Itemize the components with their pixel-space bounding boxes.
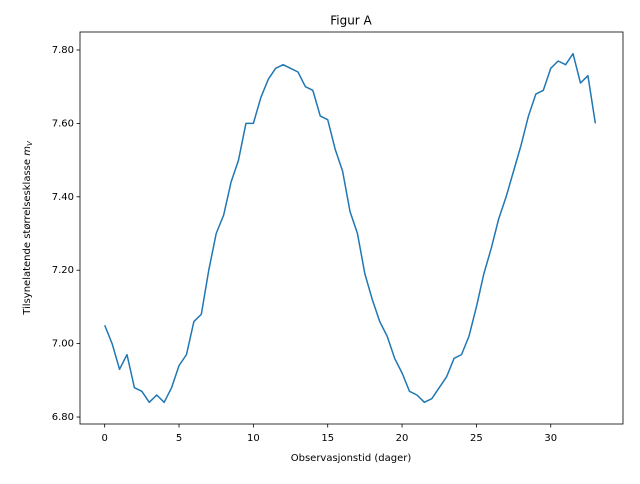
y-tick-label: 7.20 [52,265,74,276]
x-tick-label: 10 [247,433,260,444]
x-tick-label: 20 [396,433,409,444]
y-label-symbol: m [22,146,33,156]
x-tick-label: 0 [101,433,107,444]
plot-frame [79,31,624,425]
chart-title: Figur A [330,14,372,28]
y-tick-label: 7.40 [52,192,74,203]
y-tick-label: 7.60 [52,118,74,129]
x-tick-label: 25 [470,433,483,444]
x-tick-label: 5 [176,433,182,444]
y-axis-label: Tilsynelatende størrelsesklasse mV [22,140,34,316]
x-tick-label: 30 [544,433,557,444]
x-tick-label: 15 [321,433,334,444]
y-label-text: Tilsynelatende størrelsesklasse [22,159,33,316]
y-tick-label: 7.00 [52,339,74,350]
data-line [103,52,597,404]
x-axis-label: Observasjonstid (dager) [291,453,412,464]
y-label-subscript: V [26,140,34,146]
y-tick-label: 6.80 [52,412,74,423]
y-tick-label: 7.80 [52,45,74,56]
